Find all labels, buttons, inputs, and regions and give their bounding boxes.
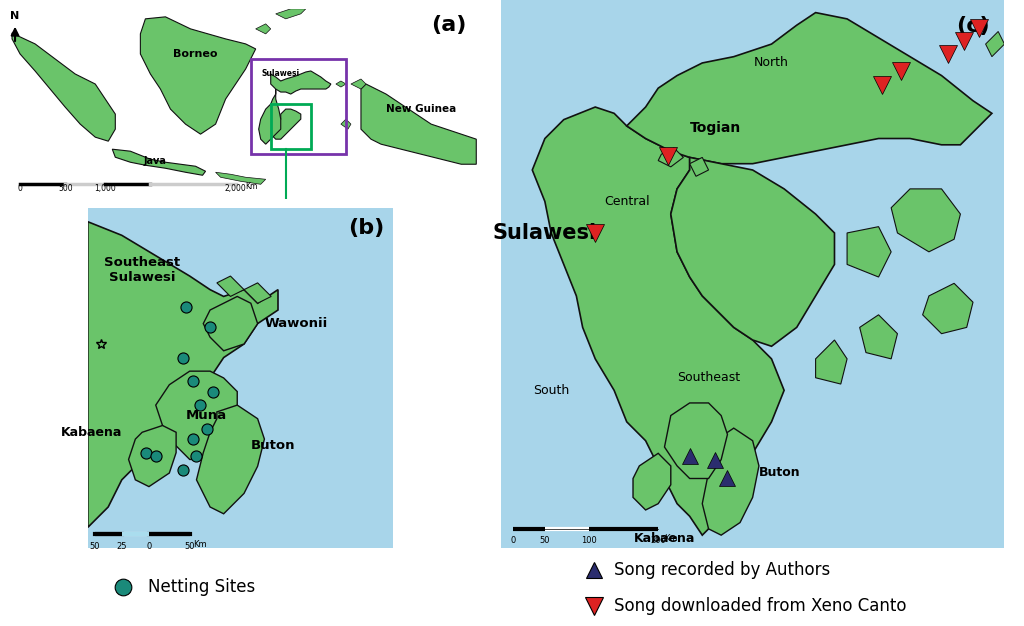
Text: 50: 50 bbox=[540, 536, 550, 545]
Polygon shape bbox=[627, 13, 992, 163]
Polygon shape bbox=[658, 148, 683, 167]
Text: Km: Km bbox=[246, 182, 258, 192]
Polygon shape bbox=[113, 149, 206, 175]
Polygon shape bbox=[216, 172, 265, 184]
Bar bbox=[270, 104, 311, 149]
Text: Central: Central bbox=[604, 195, 649, 208]
Text: 0: 0 bbox=[17, 184, 23, 193]
Polygon shape bbox=[197, 405, 264, 514]
Polygon shape bbox=[217, 276, 244, 297]
Text: Buton: Buton bbox=[251, 439, 295, 453]
Polygon shape bbox=[259, 89, 281, 144]
Polygon shape bbox=[270, 109, 301, 139]
Polygon shape bbox=[88, 208, 393, 548]
Text: (a): (a) bbox=[431, 14, 467, 34]
Polygon shape bbox=[244, 283, 271, 303]
Text: (c): (c) bbox=[955, 16, 989, 36]
Polygon shape bbox=[985, 31, 1005, 57]
Polygon shape bbox=[702, 428, 759, 535]
Polygon shape bbox=[815, 340, 847, 384]
Polygon shape bbox=[140, 17, 256, 134]
Text: New Guinea: New Guinea bbox=[386, 104, 457, 114]
Text: 25: 25 bbox=[117, 542, 127, 552]
Text: 200: 200 bbox=[650, 536, 666, 545]
Polygon shape bbox=[275, 9, 306, 19]
Text: Wawonii: Wawonii bbox=[264, 317, 328, 330]
Text: Sulawesi: Sulawesi bbox=[262, 69, 300, 78]
Polygon shape bbox=[360, 84, 476, 164]
Text: Borneo: Borneo bbox=[173, 49, 218, 59]
Text: Kabaena: Kabaena bbox=[60, 426, 122, 439]
Polygon shape bbox=[633, 453, 671, 510]
Polygon shape bbox=[270, 71, 331, 94]
Polygon shape bbox=[256, 24, 270, 34]
Polygon shape bbox=[860, 315, 897, 359]
Text: Kabaena: Kabaena bbox=[634, 532, 695, 545]
Text: Muna: Muna bbox=[186, 409, 227, 422]
Polygon shape bbox=[336, 81, 346, 87]
Polygon shape bbox=[88, 222, 278, 527]
Polygon shape bbox=[690, 157, 709, 177]
Polygon shape bbox=[129, 426, 176, 486]
Polygon shape bbox=[12, 33, 116, 141]
Polygon shape bbox=[156, 371, 238, 459]
Text: Togian: Togian bbox=[690, 121, 741, 135]
Text: 50: 50 bbox=[89, 542, 100, 552]
Text: Sulawesi: Sulawesi bbox=[493, 223, 597, 243]
Polygon shape bbox=[204, 297, 258, 351]
Text: 2,000: 2,000 bbox=[224, 184, 247, 193]
Text: 500: 500 bbox=[58, 184, 73, 193]
Polygon shape bbox=[351, 79, 366, 89]
Text: Buton: Buton bbox=[759, 466, 801, 479]
Text: 100: 100 bbox=[581, 536, 597, 545]
Text: Km: Km bbox=[665, 534, 678, 543]
Text: North: North bbox=[754, 56, 788, 69]
Polygon shape bbox=[501, 0, 1005, 548]
Text: 0: 0 bbox=[146, 542, 152, 552]
Polygon shape bbox=[847, 227, 891, 277]
Polygon shape bbox=[341, 119, 351, 129]
Polygon shape bbox=[923, 284, 973, 334]
Polygon shape bbox=[532, 107, 784, 535]
Polygon shape bbox=[671, 157, 835, 346]
Text: Java: Java bbox=[144, 156, 167, 167]
Text: N: N bbox=[10, 11, 19, 21]
Text: 50: 50 bbox=[184, 542, 195, 552]
Bar bbox=[251, 59, 346, 154]
Text: Song downloaded from Xeno Canto: Song downloaded from Xeno Canto bbox=[614, 597, 907, 615]
Text: Song recorded by Authors: Song recorded by Authors bbox=[614, 561, 830, 578]
Polygon shape bbox=[665, 403, 727, 478]
Text: 1,000: 1,000 bbox=[94, 184, 116, 193]
Polygon shape bbox=[891, 189, 961, 252]
Text: Southeast: Southeast bbox=[677, 371, 740, 384]
Text: Km: Km bbox=[194, 540, 207, 548]
Text: Southeast
Sulawesi: Southeast Sulawesi bbox=[104, 255, 180, 284]
Text: Netting Sites: Netting Sites bbox=[148, 578, 256, 596]
Text: South: South bbox=[534, 384, 569, 397]
Text: (b): (b) bbox=[348, 218, 384, 239]
Text: 0: 0 bbox=[511, 536, 516, 545]
